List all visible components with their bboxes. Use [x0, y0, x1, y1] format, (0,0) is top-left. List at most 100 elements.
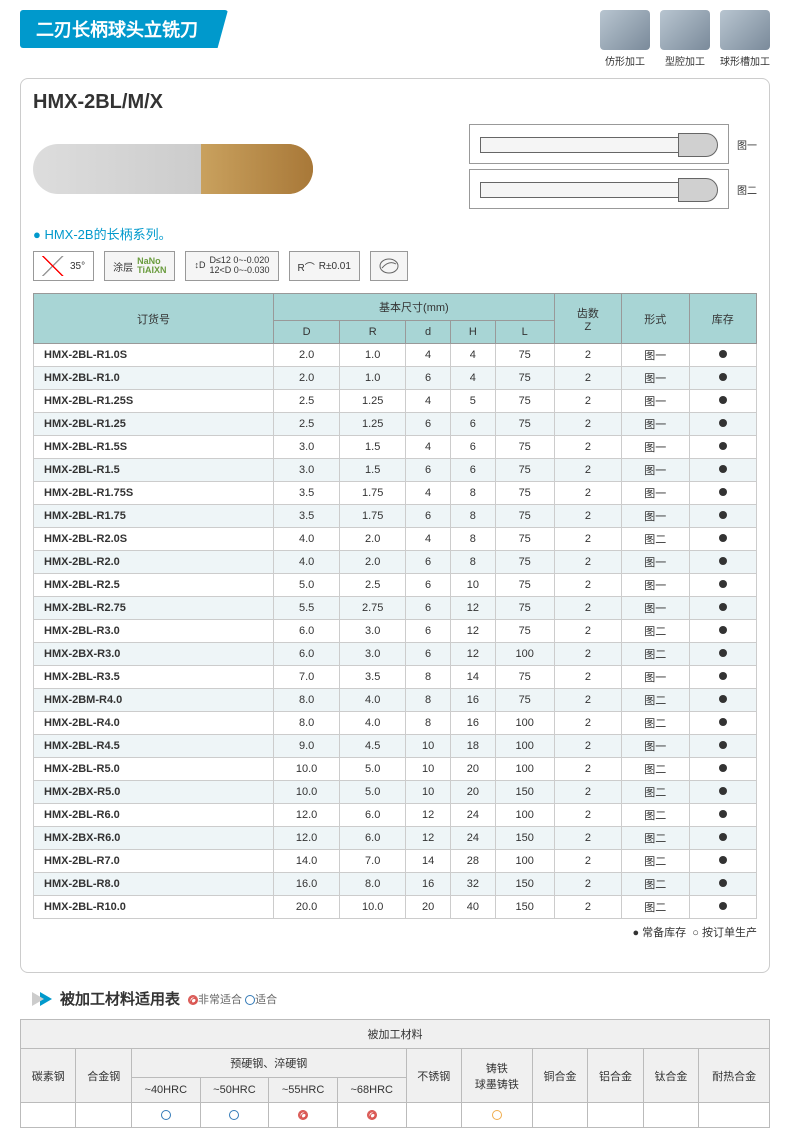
cell-Z: 2: [554, 735, 621, 758]
cell-H: 24: [450, 804, 495, 827]
col-H: H: [450, 321, 495, 344]
cell-H: 10: [450, 574, 495, 597]
cell-L: 100: [495, 804, 554, 827]
cell-Z: 2: [554, 597, 621, 620]
cell-L: 75: [495, 390, 554, 413]
cell-d: 4: [406, 482, 451, 505]
cell-L: 75: [495, 666, 554, 689]
cell-stock: [689, 574, 756, 597]
series-note: HMX-2B的长柄系列。: [33, 224, 757, 243]
cell-D: 9.0: [274, 735, 340, 758]
cell-d: 12: [406, 827, 451, 850]
cell-D: 5.5: [274, 597, 340, 620]
cell-R: 5.0: [340, 758, 406, 781]
table-row: HMX-2BL-R2.75 5.5 2.75 6 12 75 2 图一: [34, 597, 757, 620]
cell-stock: [689, 459, 756, 482]
cell-stock: [689, 528, 756, 551]
cell-H: 8: [450, 528, 495, 551]
flute-icon-badge: [370, 251, 408, 281]
cell-order: HMX-2BM-R4.0: [34, 689, 274, 712]
r-tolerance-badge: R⌒R±0.01: [289, 251, 360, 281]
cell-D: 5.0: [274, 574, 340, 597]
cell-D: 2.5: [274, 413, 340, 436]
cell-form: 图一: [622, 666, 689, 689]
material-group: 被加工材料: [21, 1020, 770, 1049]
cell-L: 75: [495, 528, 554, 551]
cell-L: 75: [495, 551, 554, 574]
cell-L: 100: [495, 758, 554, 781]
spec-table: 订货号 基本尺寸(mm) 齿数 Z 形式 库存 D R d H L HMX-2B…: [33, 293, 757, 919]
cell-order: HMX-2BL-R7.0: [34, 850, 274, 873]
suitable-icon: [492, 1110, 502, 1120]
cell-L: 150: [495, 827, 554, 850]
cell-order: HMX-2BL-R1.0S: [34, 344, 274, 367]
material-table: 被加工材料 碳素钢 合金钢 预硬钢、淬硬钢 不锈钢 铸铁 球墨铸铁 铜合金 铝合…: [20, 1019, 770, 1128]
cell-stock: [689, 781, 756, 804]
mat-h50: ~50HRC: [200, 1078, 269, 1103]
material-row: [21, 1103, 770, 1128]
cell-d: 20: [406, 896, 451, 919]
mat-carbon: 碳素钢: [21, 1049, 76, 1103]
cell-stock: [689, 827, 756, 850]
cell-Z: 2: [554, 827, 621, 850]
cell-L: 100: [495, 712, 554, 735]
cell-order: HMX-2BL-R2.0: [34, 551, 274, 574]
cell-H: 24: [450, 827, 495, 850]
cell-D: 3.5: [274, 482, 340, 505]
cell-H: 4: [450, 344, 495, 367]
cell-order: HMX-2BL-R1.0: [34, 367, 274, 390]
cell-Z: 2: [554, 643, 621, 666]
cell-order: HMX-2BL-R1.5: [34, 459, 274, 482]
mat-stainless: 不锈钢: [406, 1049, 461, 1103]
cell-order: HMX-2BL-R4.5: [34, 735, 274, 758]
cell-order: HMX-2BL-R1.5S: [34, 436, 274, 459]
coating-badge: 涂层NaNoTiAIXN: [104, 251, 175, 281]
best-icon: [367, 1110, 377, 1120]
cell-R: 3.0: [340, 643, 406, 666]
cell-form: 图二: [622, 827, 689, 850]
cell-D: 3.0: [274, 436, 340, 459]
suitable-icon: [161, 1110, 171, 1120]
table-row: HMX-2BL-R1.0S 2.0 1.0 4 4 75 2 图一: [34, 344, 757, 367]
mat-h68: ~68HRC: [337, 1078, 406, 1103]
cell-stock: [689, 689, 756, 712]
cell-Z: 2: [554, 850, 621, 873]
cell-H: 8: [450, 482, 495, 505]
cell-order: HMX-2BL-R2.75: [34, 597, 274, 620]
cell-stock: [689, 643, 756, 666]
cell-Z: 2: [554, 666, 621, 689]
cell-D: 20.0: [274, 896, 340, 919]
cell-H: 18: [450, 735, 495, 758]
cell-form: 图一: [622, 551, 689, 574]
cell-stock: [689, 390, 756, 413]
cell-form: 图一: [622, 413, 689, 436]
cell-stock: [689, 712, 756, 735]
cell-d: 8: [406, 689, 451, 712]
cell-D: 12.0: [274, 804, 340, 827]
cell-L: 150: [495, 896, 554, 919]
cell-stock: [689, 597, 756, 620]
cell-R: 3.5: [340, 666, 406, 689]
cell-form: 图一: [622, 597, 689, 620]
cell-R: 3.0: [340, 620, 406, 643]
cell-order: HMX-2BX-R6.0: [34, 827, 274, 850]
cell-d: 6: [406, 551, 451, 574]
cell-stock: [689, 896, 756, 919]
cell-order: HMX-2BL-R2.0S: [34, 528, 274, 551]
cell-Z: 2: [554, 482, 621, 505]
cell-d: 4: [406, 528, 451, 551]
cell-form: 图二: [622, 850, 689, 873]
cell-order: HMX-2BL-R6.0: [34, 804, 274, 827]
cell-D: 10.0: [274, 781, 340, 804]
cell-Z: 2: [554, 551, 621, 574]
table-row: HMX-2BL-R7.0 14.0 7.0 14 28 100 2 图二: [34, 850, 757, 873]
table-row: HMX-2BL-R2.0 4.0 2.0 6 8 75 2 图一: [34, 551, 757, 574]
cell-Z: 2: [554, 781, 621, 804]
cell-stock: [689, 367, 756, 390]
table-row: HMX-2BL-R10.0 20.0 10.0 20 40 150 2 图二: [34, 896, 757, 919]
cell-d: 6: [406, 413, 451, 436]
cell-H: 40: [450, 896, 495, 919]
cell-D: 2.0: [274, 344, 340, 367]
cell-L: 75: [495, 505, 554, 528]
cell-L: 75: [495, 574, 554, 597]
